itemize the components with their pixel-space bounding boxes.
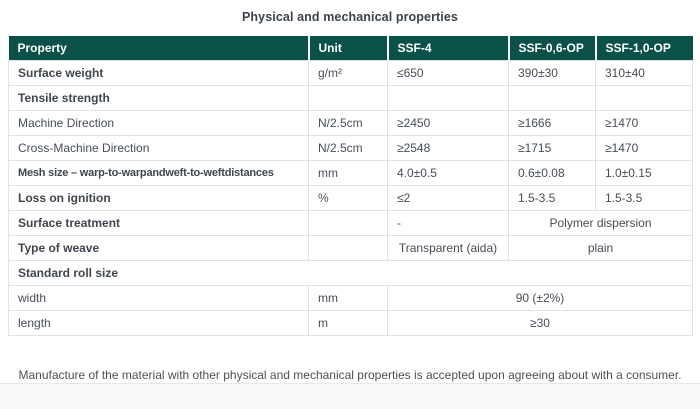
cell-property: length xyxy=(8,310,309,336)
table-row: Tensile strength xyxy=(8,85,693,111)
cell-ssf10 xyxy=(595,85,693,111)
cell-property: Type of weave xyxy=(8,235,309,261)
cell-ssf06: 0.6±0.08 xyxy=(508,160,596,186)
cell-ssf10: 1.5-3.5 xyxy=(595,185,693,211)
cell-property: Mesh size – warp-to-warpandweft-to-weftd… xyxy=(8,160,309,186)
table-row: Mesh size – warp-to-warpandweft-to-weftd… xyxy=(8,160,693,186)
table-row: Standard roll size xyxy=(8,260,693,286)
cell-merged: Polymer dispersion xyxy=(508,210,693,236)
column-header-ssf10: SSF-1,0-OP xyxy=(594,36,693,61)
cell-merged: plain xyxy=(508,235,693,261)
cell-ssf10: 1.0±0.15 xyxy=(595,160,693,186)
cell-unit: N/2.5cm xyxy=(308,110,388,136)
cell-ssf06: 390±30 xyxy=(508,60,596,86)
cell-property: Cross-Machine Direction xyxy=(8,135,309,161)
cell-property: Surface treatment xyxy=(8,210,309,236)
cell-ssf06: 1.5-3.5 xyxy=(508,185,596,211)
column-header-property: Property xyxy=(8,36,309,61)
table-row: Cross-Machine Direction N/2.5cm ≥2548 ≥1… xyxy=(8,135,693,161)
cell-property: Machine Direction xyxy=(8,110,309,136)
cell-unit: m xyxy=(308,310,388,336)
cell-ssf4 xyxy=(387,85,509,111)
cell-ssf06 xyxy=(508,85,596,111)
cell-unit xyxy=(308,210,388,236)
cell-property: Loss on ignition xyxy=(8,185,309,211)
cell-ssf06: ≥1715 xyxy=(508,135,596,161)
cell-unit xyxy=(308,85,388,111)
cell-property: Standard roll size xyxy=(8,260,693,286)
cell-ssf10: ≥1470 xyxy=(595,135,693,161)
column-header-unit: Unit xyxy=(307,36,388,61)
cell-unit: % xyxy=(308,185,388,211)
cell-ssf06: ≥1666 xyxy=(508,110,596,136)
cell-ssf4: Transparent (aida) xyxy=(387,235,509,261)
table-header-row: Property Unit SSF-4 SSF-0,6-OP SSF-1,0-O… xyxy=(8,36,693,61)
table-row: length m ≥30 xyxy=(8,310,693,336)
column-header-ssf4: SSF-4 xyxy=(386,36,509,61)
bottom-strip xyxy=(0,383,700,409)
table-row: Surface weight g/m² ≤650 390±30 310±40 xyxy=(8,60,693,86)
cell-ssf4: ≥2548 xyxy=(387,135,509,161)
cell-merged: ≥30 xyxy=(387,310,693,336)
cell-ssf4: ≤2 xyxy=(387,185,509,211)
cell-unit: g/m² xyxy=(308,60,388,86)
cell-unit: mm xyxy=(308,285,388,311)
cell-ssf4: ≥2450 xyxy=(387,110,509,136)
table-row: width mm 90 (±2%) xyxy=(8,285,693,311)
table-row: Type of weave Transparent (aida) plain xyxy=(8,235,693,261)
properties-table: Property Unit SSF-4 SSF-0,6-OP SSF-1,0-O… xyxy=(8,36,693,336)
cell-ssf10: ≥1470 xyxy=(595,110,693,136)
cell-unit xyxy=(308,235,388,261)
footer-note: Manufacture of the material with other p… xyxy=(18,368,682,382)
cell-property: Surface weight xyxy=(8,60,309,86)
column-header-ssf06: SSF-0,6-OP xyxy=(507,36,596,61)
cell-ssf10: 310±40 xyxy=(595,60,693,86)
cell-merged: 90 (±2%) xyxy=(387,285,693,311)
table-row: Loss on ignition % ≤2 1.5-3.5 1.5-3.5 xyxy=(8,185,693,211)
cell-ssf4: - xyxy=(387,210,509,236)
table-row: Surface treatment - Polymer dispersion xyxy=(8,210,693,236)
cell-unit: mm xyxy=(308,160,388,186)
cell-ssf4: ≤650 xyxy=(387,60,509,86)
page-title: Physical and mechanical properties xyxy=(242,10,458,24)
table-row: Machine Direction N/2.5cm ≥2450 ≥1666 ≥1… xyxy=(8,110,693,136)
cell-ssf4: 4.0±0.5 xyxy=(387,160,509,186)
cell-unit: N/2.5cm xyxy=(308,135,388,161)
cell-property: width xyxy=(8,285,309,311)
cell-property: Tensile strength xyxy=(8,85,309,111)
